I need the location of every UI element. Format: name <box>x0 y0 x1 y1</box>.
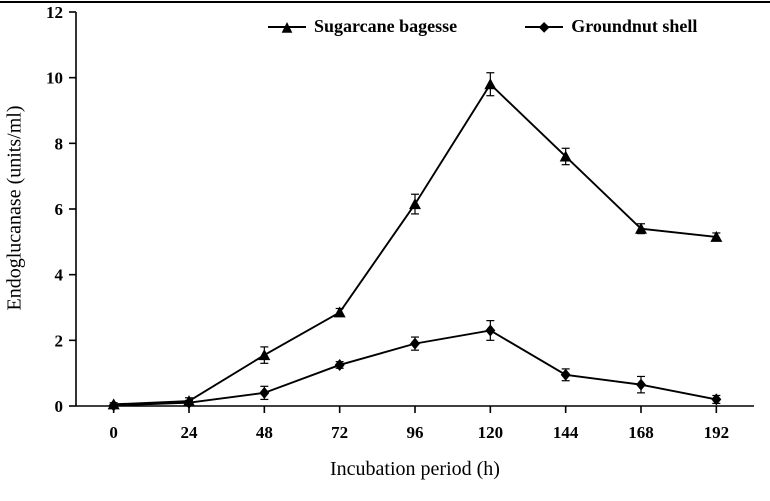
legend-label: Groundnut shell <box>571 16 698 36</box>
y-tick-label: 12 <box>46 3 63 22</box>
y-axis-ticks: 0 2 4 6 8 10 12 <box>46 3 76 416</box>
diamond-marker <box>485 324 496 337</box>
diamond-marker <box>636 378 646 391</box>
triangle-marker <box>258 349 271 361</box>
series-groundnut-shell <box>108 320 722 412</box>
legend-line <box>525 25 564 28</box>
legend-label: Sugarcane bagesse <box>314 16 458 36</box>
x-tick-label: 168 <box>628 423 654 442</box>
legend: ▲ Sugarcane bagesse ◆ Groundnut shell <box>268 16 697 37</box>
triangle-marker <box>559 150 572 162</box>
y-tick-label: 0 <box>55 397 64 416</box>
x-tick-label: 96 <box>407 423 424 442</box>
x-tick-label: 24 <box>181 423 199 442</box>
legend-line <box>268 25 306 28</box>
x-axis-title: Incubation period (h) <box>330 458 500 480</box>
diamond-glyph: ◆ <box>538 18 550 35</box>
series-sugarcane-bagesse <box>107 72 723 410</box>
diamond-marker <box>184 396 194 409</box>
x-tick-label: 48 <box>256 423 273 442</box>
legend-item-groundnut-shell: ◆ Groundnut shell <box>525 16 697 37</box>
y-tick-label: 4 <box>55 266 64 285</box>
x-axis-ticks: 0 24 48 72 96 120 144 168 192 <box>109 406 729 442</box>
legend-item-sugarcane-bagesse: ▲ Sugarcane bagesse <box>268 16 457 37</box>
x-tick-label: 144 <box>553 423 579 442</box>
y-tick-label: 6 <box>55 200 64 219</box>
x-tick-label: 192 <box>704 423 730 442</box>
y-tick-label: 2 <box>55 331 64 350</box>
triangle-glyph: ▲ <box>281 18 293 35</box>
x-tick-label: 120 <box>478 423 504 442</box>
figure-top-border <box>0 1 770 3</box>
y-tick-label: 10 <box>46 69 63 88</box>
x-tick-label: 72 <box>331 423 348 442</box>
triangle-marker <box>635 222 647 234</box>
diamond-marker <box>560 368 571 381</box>
diamond-marker <box>108 399 119 412</box>
diamond-marker <box>334 358 345 371</box>
diamond-marker <box>259 386 270 399</box>
triangle-marker-icon: ▲ <box>268 18 306 36</box>
x-tick-label: 0 <box>109 423 118 442</box>
y-axis-title: Endoglucanase (units/ml) <box>3 105 26 311</box>
diamond-marker-icon: ◆ <box>525 18 564 36</box>
y-tick-label: 8 <box>55 134 64 153</box>
triangle-marker <box>710 230 723 242</box>
diamond-marker <box>711 393 722 406</box>
diamond-marker <box>410 337 420 350</box>
triangle-marker <box>484 78 497 90</box>
triangle-marker <box>333 306 346 318</box>
triangle-marker <box>409 198 421 210</box>
